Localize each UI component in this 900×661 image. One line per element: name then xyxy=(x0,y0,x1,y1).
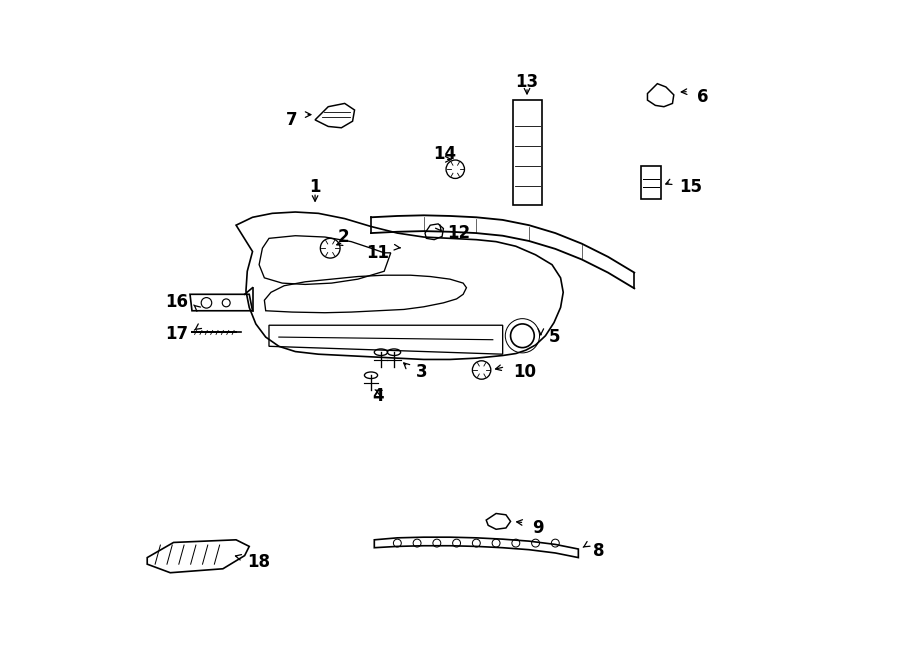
Text: 13: 13 xyxy=(516,73,538,91)
Text: 1: 1 xyxy=(310,178,320,196)
Text: 10: 10 xyxy=(513,363,536,381)
Text: 17: 17 xyxy=(166,325,189,343)
Text: 9: 9 xyxy=(532,519,544,537)
Text: 16: 16 xyxy=(165,293,188,311)
Text: 15: 15 xyxy=(680,178,702,196)
Text: 4: 4 xyxy=(372,387,383,405)
Text: 6: 6 xyxy=(697,88,708,106)
Text: 7: 7 xyxy=(285,111,297,129)
Text: 11: 11 xyxy=(366,244,390,262)
Text: 14: 14 xyxy=(433,145,456,163)
Text: 3: 3 xyxy=(416,363,428,381)
Text: 2: 2 xyxy=(338,228,349,246)
Text: 18: 18 xyxy=(248,553,270,571)
Text: 12: 12 xyxy=(446,224,470,242)
Text: 5: 5 xyxy=(549,328,560,346)
Text: 8: 8 xyxy=(593,542,605,560)
